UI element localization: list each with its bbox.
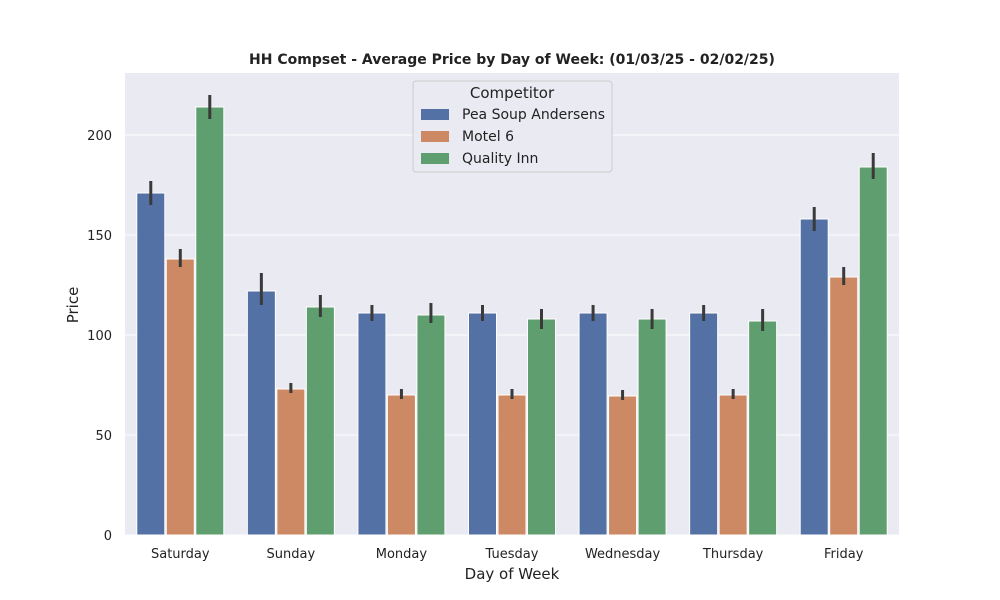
legend-label: Quality Inn (462, 151, 538, 167)
legend-box (412, 80, 613, 173)
bar (136, 192, 166, 536)
y-tick-label: 50 (95, 429, 112, 444)
bar (416, 314, 446, 536)
bar (689, 312, 719, 536)
bar (195, 106, 225, 536)
bar (497, 394, 527, 536)
y-axis-label: Price (64, 287, 82, 324)
x-tick-label: Friday (824, 547, 864, 562)
y-tick-label: 100 (87, 329, 112, 344)
bar (718, 394, 748, 536)
bar (527, 318, 556, 536)
bar (468, 312, 497, 536)
y-tick-label: 0 (104, 529, 112, 544)
bar (858, 166, 888, 536)
bar (748, 320, 778, 536)
legend-swatch (421, 109, 449, 120)
bar (829, 276, 859, 536)
legend-items: Pea Soup Andersens Motel 6 Quality Inn (421, 107, 605, 167)
x-tick-label: Monday (376, 547, 428, 562)
legend-swatch (421, 153, 449, 164)
legend: Competitor Pea Soup Andersens Motel 6 Qual… (412, 80, 613, 173)
bar (578, 312, 608, 536)
bar (608, 395, 638, 536)
x-tick-label: Wednesday (585, 547, 661, 562)
x-tick-label: Saturday (151, 547, 210, 562)
bar (637, 318, 667, 536)
bar (799, 218, 829, 536)
y-tick-label: 150 (87, 229, 112, 244)
error-bars (149, 95, 875, 400)
x-tick-label: Tuesday (485, 547, 539, 562)
legend-swatch (421, 131, 449, 142)
y-tick-label: 200 (87, 129, 112, 144)
bar (165, 258, 195, 536)
x-tick-label: Sunday (267, 547, 316, 562)
bar (357, 312, 387, 536)
x-tick-label: Thursday (702, 547, 764, 562)
legend-title: Competitor (470, 84, 555, 102)
x-tick-labels: Saturday Sunday Monday Tuesday Wednesday Thur… (151, 547, 864, 562)
bar (305, 306, 335, 536)
bar (386, 394, 416, 536)
chart-title: HH Compset - Average Price by Day of Wee… (249, 52, 775, 68)
legend-label: Motel 6 (462, 129, 514, 145)
legend-label: Pea Soup Andersens (462, 107, 605, 123)
x-axis-label: Day of Week (465, 565, 560, 583)
bars (136, 106, 888, 536)
bar (246, 290, 276, 536)
bar (276, 388, 306, 536)
y-tick-labels: 0 50 100 150 200 (87, 129, 112, 544)
